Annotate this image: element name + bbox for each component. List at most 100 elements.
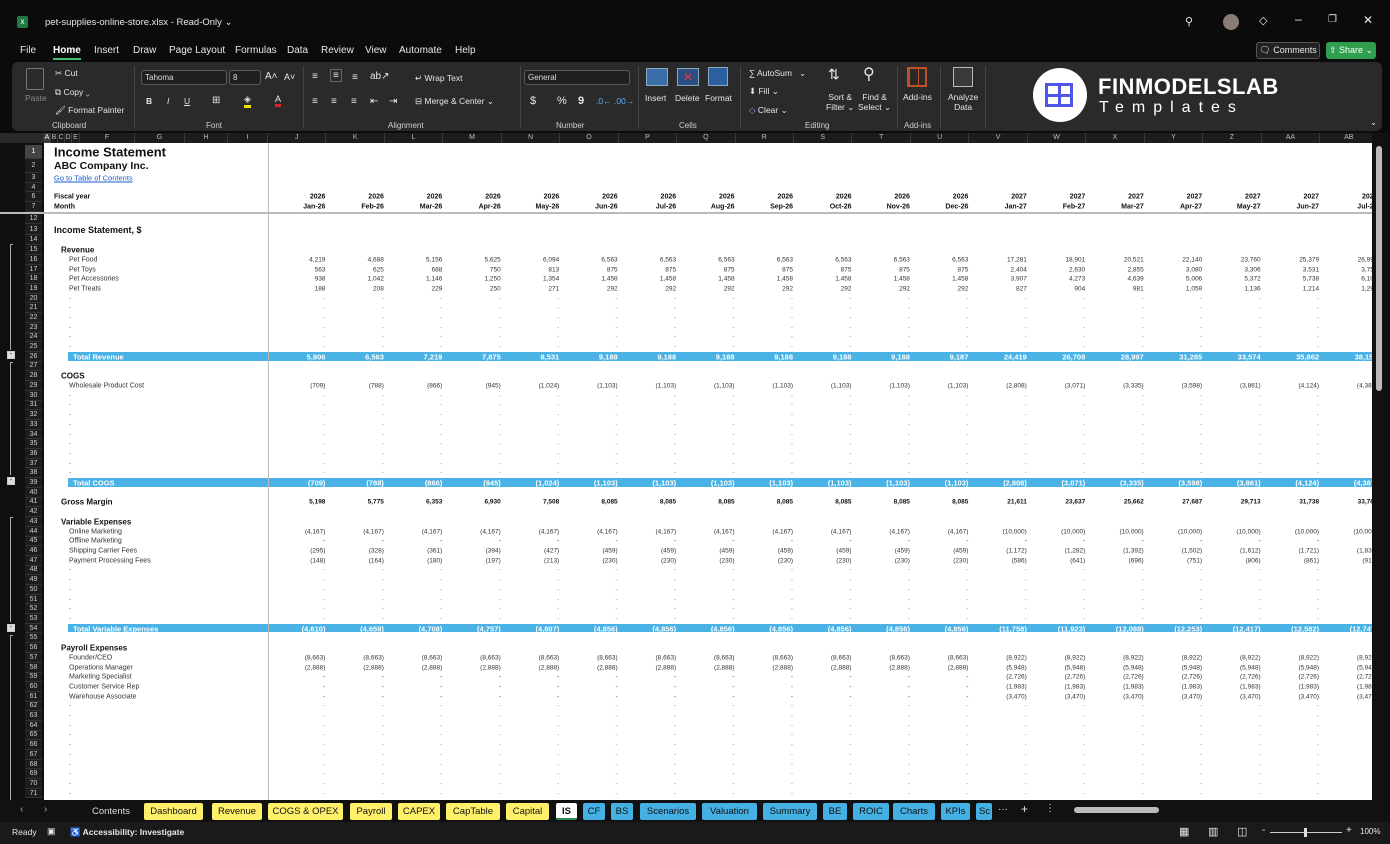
value-cell[interactable]: -: [907, 751, 910, 759]
value-cell[interactable]: -: [1024, 702, 1027, 710]
value-cell[interactable]: (12,582): [1291, 624, 1320, 634]
row-number[interactable]: 65: [25, 730, 42, 741]
value-cell[interactable]: -: [498, 566, 501, 574]
value-cell[interactable]: 6,563: [893, 256, 910, 264]
avatar[interactable]: [1223, 14, 1239, 30]
value-cell[interactable]: -: [440, 324, 443, 332]
value-cell[interactable]: -: [381, 596, 384, 604]
value-cell[interactable]: -: [1024, 731, 1027, 739]
value-cell[interactable]: 2027: [1128, 193, 1144, 201]
value-cell[interactable]: -: [673, 596, 677, 604]
align-middle-icon[interactable]: ≡: [330, 69, 342, 82]
value-cell[interactable]: Apr-27: [1180, 203, 1203, 211]
value-cell[interactable]: -: [440, 586, 443, 594]
sort-filter-button[interactable]: Sort & Filter ⌄: [826, 92, 855, 112]
value-cell[interactable]: (861): [1303, 557, 1320, 565]
value-cell[interactable]: (3,861): [1236, 478, 1261, 488]
value-cell[interactable]: -: [381, 440, 384, 448]
value-cell[interactable]: -: [1258, 421, 1261, 429]
value-cell[interactable]: -: [907, 324, 910, 332]
value-cell[interactable]: -: [498, 683, 501, 691]
value-cell[interactable]: -: [323, 576, 326, 584]
value-cell[interactable]: -: [615, 469, 618, 477]
value-cell[interactable]: -: [790, 605, 794, 613]
value-cell[interactable]: (5,948): [1356, 664, 1372, 672]
column-header[interactable]: P: [619, 133, 678, 143]
value-cell[interactable]: -: [1258, 605, 1261, 613]
value-cell[interactable]: -: [966, 673, 969, 681]
value-cell[interactable]: -: [907, 295, 910, 303]
value-cell[interactable]: -: [557, 722, 560, 730]
value-cell[interactable]: (1,103): [710, 478, 735, 488]
decrease-indent-icon[interactable]: ⇤: [370, 96, 379, 107]
value-cell[interactable]: -: [907, 673, 910, 681]
value-cell[interactable]: Sep-26: [770, 203, 794, 211]
row-number[interactable]: 36: [25, 449, 42, 459]
value-cell[interactable]: Mar-26: [419, 203, 443, 211]
value-cell[interactable]: -: [498, 693, 501, 701]
value-cell[interactable]: -: [1141, 576, 1144, 584]
value-cell[interactable]: (230): [602, 557, 618, 565]
shrink-font-icon[interactable]: A˅: [284, 72, 296, 82]
value-cell[interactable]: -: [1316, 411, 1320, 419]
fill-color-icon[interactable]: ◈: [244, 94, 251, 108]
value-cell[interactable]: -: [1200, 343, 1203, 351]
value-cell[interactable]: -: [615, 605, 618, 613]
value-cell[interactable]: 875: [782, 266, 794, 274]
value-cell[interactable]: (459): [719, 547, 735, 555]
value-cell[interactable]: 3,306: [1244, 266, 1261, 274]
row-number[interactable]: 66: [25, 740, 42, 750]
value-cell[interactable]: -: [440, 693, 443, 701]
value-cell[interactable]: -: [966, 615, 969, 623]
row-number[interactable]: 62: [25, 701, 42, 712]
value-cell[interactable]: -: [966, 605, 969, 613]
value-cell[interactable]: -: [557, 693, 560, 701]
value-cell[interactable]: -: [1316, 440, 1320, 448]
row-number[interactable]: 48: [25, 565, 42, 576]
menu-data[interactable]: Data: [287, 45, 309, 56]
value-cell[interactable]: 9,188: [598, 352, 618, 362]
value-cell[interactable]: -: [966, 712, 969, 720]
value-cell[interactable]: (8,922): [1240, 654, 1261, 662]
value-cell[interactable]: (4,167): [421, 528, 443, 536]
value-cell[interactable]: -: [1200, 702, 1203, 710]
value-cell[interactable]: -: [1258, 469, 1261, 477]
value-cell[interactable]: -: [790, 780, 794, 788]
value-cell[interactable]: Jul-26: [655, 203, 677, 211]
value-cell[interactable]: -: [323, 702, 326, 710]
value-cell[interactable]: -: [1024, 605, 1027, 613]
value-cell[interactable]: 1,059: [1185, 285, 1203, 293]
value-cell[interactable]: -: [615, 566, 618, 574]
row-number[interactable]: 70: [25, 779, 42, 789]
value-cell[interactable]: -: [1083, 596, 1086, 604]
value-cell[interactable]: -: [615, 751, 618, 759]
value-cell[interactable]: (1,024): [535, 478, 560, 488]
value-cell[interactable]: -: [1200, 440, 1203, 448]
value-cell[interactable]: -: [381, 411, 384, 419]
value-cell[interactable]: 2027: [1303, 193, 1320, 201]
value-cell[interactable]: -: [1200, 751, 1203, 759]
value-cell[interactable]: -: [1316, 770, 1320, 778]
value-cell[interactable]: (8,922): [1298, 654, 1320, 662]
value-cell[interactable]: (1,282): [1064, 547, 1086, 555]
value-cell[interactable]: -: [1024, 295, 1027, 303]
value-cell[interactable]: (3,470): [1240, 693, 1261, 701]
value-cell[interactable]: 2026: [894, 193, 910, 201]
value-cell[interactable]: -: [1316, 469, 1320, 477]
value-cell[interactable]: Dec-26: [945, 203, 969, 211]
value-cell[interactable]: 9,188: [657, 352, 677, 362]
value-cell[interactable]: -: [1200, 469, 1203, 477]
value-cell[interactable]: 23,637: [1065, 498, 1086, 506]
value-cell[interactable]: -: [381, 450, 384, 458]
value-cell[interactable]: -: [1258, 586, 1261, 594]
value-cell[interactable]: 8,085: [601, 498, 618, 506]
value-cell[interactable]: -: [1141, 431, 1144, 439]
value-cell[interactable]: 292: [840, 285, 852, 293]
value-cell[interactable]: -: [1200, 770, 1203, 778]
value-cell[interactable]: (2,726): [1298, 673, 1320, 681]
column-header[interactable]: K: [326, 133, 385, 143]
value-cell[interactable]: -: [732, 324, 735, 332]
value-cell[interactable]: (394): [485, 547, 501, 555]
value-cell[interactable]: -: [498, 605, 501, 613]
value-cell[interactable]: (3,598): [1181, 382, 1203, 390]
